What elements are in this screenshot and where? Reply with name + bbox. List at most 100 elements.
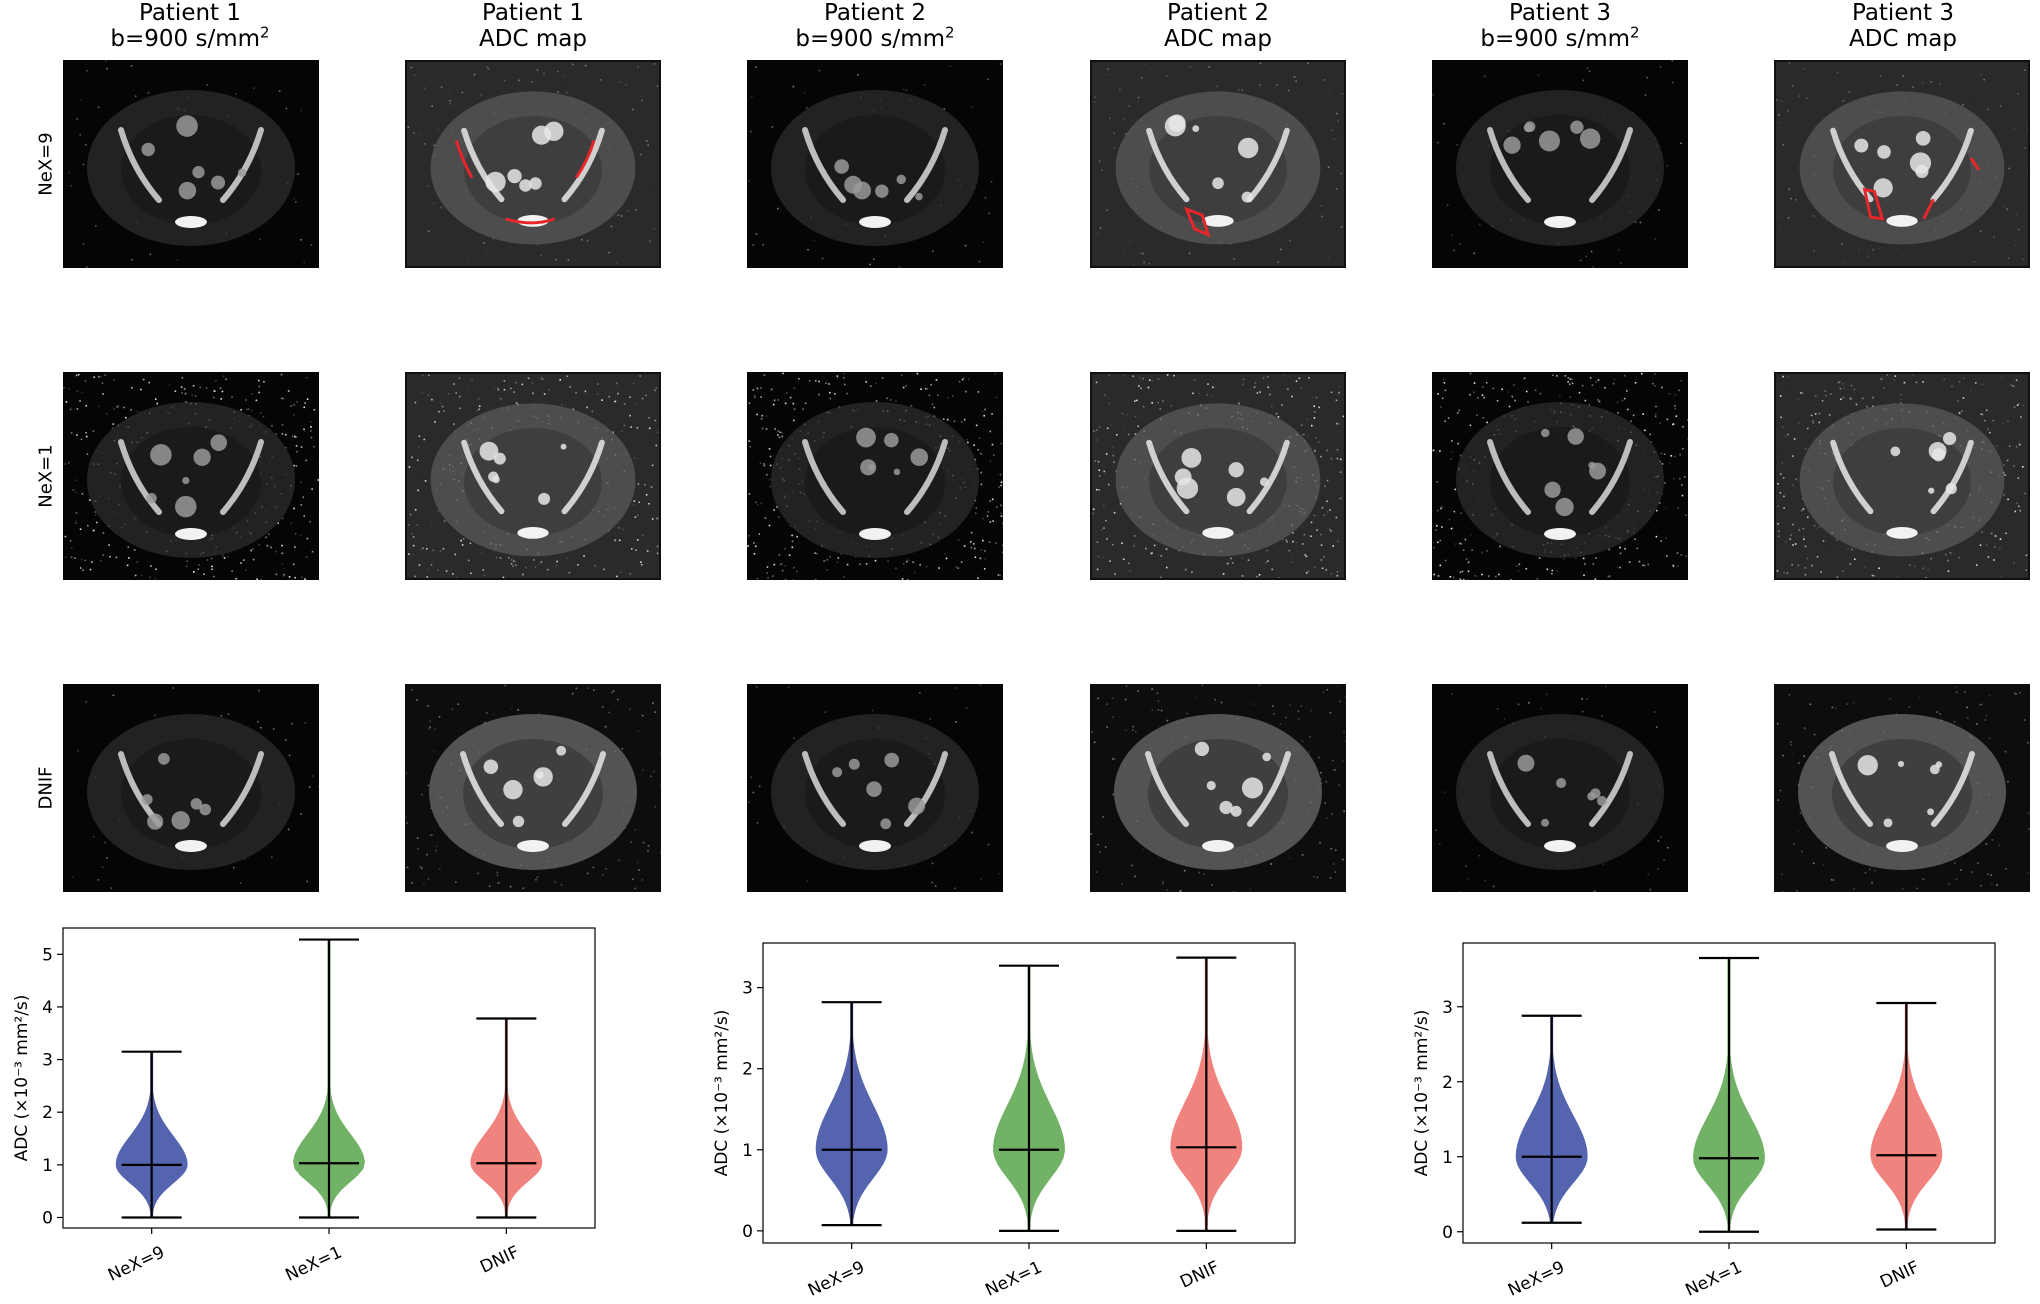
roi-contour <box>1969 157 1981 171</box>
mri-slice-image <box>405 684 661 892</box>
x-tick-label: DNIF <box>1177 1257 1222 1292</box>
y-tick-label: 1 <box>742 1141 753 1161</box>
mri-image-panel <box>747 684 1003 892</box>
mri-image-panel <box>405 60 661 268</box>
col-title-line1: Patient 3 <box>1508 0 1612 26</box>
roi-contour <box>1183 206 1211 238</box>
mri-image-panel <box>1432 372 1688 580</box>
mri-slice-image <box>407 374 659 578</box>
y-tick-label: 0 <box>1442 1223 1453 1243</box>
mri-image-panel <box>747 60 1003 268</box>
mri-slice-image <box>747 60 1003 268</box>
violin-plot-patient-3: 0 1 2 3 ADC (×10⁻³ mm²/s) NeX=9 NeX=1 DNIF <box>1412 942 1996 1301</box>
col-title-line2: ADC map <box>1164 26 1272 52</box>
mri-image-panel <box>63 60 319 268</box>
mri-slice-image <box>1776 374 2028 578</box>
y-axis-label: ADC (×10⁻³ mm²/s) <box>1412 1010 1432 1177</box>
col-title-5: Patient 3 b=900 s/mm2 <box>1410 0 1710 52</box>
y-tick-label: 3 <box>1442 998 1453 1018</box>
col-title-sup: 2 <box>945 23 955 42</box>
x-tick-label: NeX=1 <box>1682 1257 1745 1300</box>
col-title-sup: 2 <box>260 23 270 42</box>
mri-image-panel <box>1432 684 1688 892</box>
mri-slice-image <box>1092 374 1344 578</box>
mri-image-panel <box>1774 684 2030 892</box>
mri-image-panel <box>405 684 661 892</box>
roi-contour <box>454 140 474 179</box>
mri-image-panel <box>1090 372 1346 580</box>
y-tick-label: 2 <box>742 1060 753 1080</box>
mri-slice-image <box>1432 684 1688 892</box>
col-title-line1: Patient 2 <box>1166 0 1270 26</box>
roi-contour <box>505 217 556 225</box>
mri-slice-image <box>1432 60 1688 268</box>
mri-image-panel <box>1774 372 2030 580</box>
roi-contour <box>575 140 596 179</box>
y-tick-label: 1 <box>1442 1148 1453 1168</box>
roi-contour <box>1922 198 1935 220</box>
col-title-line1: Patient 1 <box>138 0 242 26</box>
x-tick-label: NeX=9 <box>1505 1257 1568 1300</box>
mri-image-panel <box>1774 60 2030 268</box>
roi-contour <box>1862 187 1885 221</box>
y-tick-label: 0 <box>742 1222 753 1242</box>
y-tick-label: 2 <box>1442 1073 1453 1093</box>
mri-image-panel <box>405 372 661 580</box>
col-title-line2: b=900 s/mm2 <box>40 23 340 52</box>
mri-image-panel <box>1432 60 1688 268</box>
mri-image-panel <box>63 372 319 580</box>
col-title-sup: 2 <box>1630 23 1640 42</box>
x-tick-label: DNIF <box>477 1242 522 1277</box>
col-title-line1: Patient 3 <box>1851 0 1955 26</box>
col-title-1: Patient 1 b=900 s/mm2 <box>40 0 340 52</box>
mri-image-panel <box>747 372 1003 580</box>
col-title-2: Patient 1 ADC map <box>383 0 683 52</box>
col-title-unit: b=900 s/mm <box>1480 26 1631 52</box>
mri-slice-image <box>1776 62 2028 266</box>
col-title-unit: b=900 s/mm <box>110 26 261 52</box>
col-title-line2: ADC map <box>1849 26 1957 52</box>
x-tick-label: NeX=1 <box>282 1242 345 1285</box>
col-title-line1: Patient 2 <box>823 0 927 26</box>
y-tick-label: 3 <box>42 1051 53 1071</box>
y-axis-label: ADC (×10⁻³ mm²/s) <box>12 995 32 1162</box>
mri-image-panel <box>63 684 319 892</box>
mri-slice-image <box>1090 684 1346 892</box>
col-title-line2: ADC map <box>479 26 587 52</box>
mri-slice-image <box>747 372 1003 580</box>
y-tick-label: 5 <box>42 945 53 965</box>
x-tick-label: NeX=9 <box>805 1257 868 1300</box>
y-axis-label: ADC (×10⁻³ mm²/s) <box>712 1010 732 1177</box>
row-label-dnif: DNIF <box>35 766 57 810</box>
mri-slice-image <box>407 62 659 266</box>
mri-slice-image <box>1092 62 1344 266</box>
y-tick-label: 4 <box>42 998 53 1018</box>
violin-plot-patient-2: 0 1 2 3 ADC (×10⁻³ mm²/s) NeX=9 NeX=1 DNIF <box>712 942 1296 1301</box>
col-title-3: Patient 2 b=900 s/mm2 <box>725 0 1025 52</box>
col-title-line2: b=900 s/mm2 <box>725 23 1025 52</box>
col-title-unit: b=900 s/mm <box>795 26 946 52</box>
mri-image-panel <box>1090 60 1346 268</box>
mri-slice-image <box>747 684 1003 892</box>
row-label-nex1: NeX=1 <box>35 444 57 508</box>
mri-slice-image <box>1432 372 1688 580</box>
mri-slice-image <box>63 60 319 268</box>
x-tick-label: NeX=1 <box>982 1257 1045 1300</box>
y-tick-label: 2 <box>42 1103 53 1123</box>
col-title-6: Patient 3 ADC map <box>1753 0 2040 52</box>
x-tick-label: DNIF <box>1877 1257 1922 1292</box>
y-tick-label: 0 <box>42 1208 53 1228</box>
mri-slice-image <box>63 372 319 580</box>
row-label-nex9: NeX=9 <box>35 132 57 196</box>
col-title-line1: Patient 1 <box>481 0 585 26</box>
col-title-4: Patient 2 ADC map <box>1068 0 1368 52</box>
y-tick-label: 1 <box>42 1156 53 1176</box>
x-tick-label: NeX=9 <box>105 1242 168 1285</box>
col-title-line2: b=900 s/mm2 <box>1410 23 1710 52</box>
mri-image-panel <box>1090 684 1346 892</box>
mri-slice-image <box>1774 684 2030 892</box>
y-tick-label: 3 <box>742 979 753 999</box>
mri-slice-image <box>63 684 319 892</box>
violin-plot-patient-1: 0 1 2 3 4 5 ADC (×10⁻³ mm²/s) NeX=9 NeX=1 DNIF <box>12 927 596 1286</box>
